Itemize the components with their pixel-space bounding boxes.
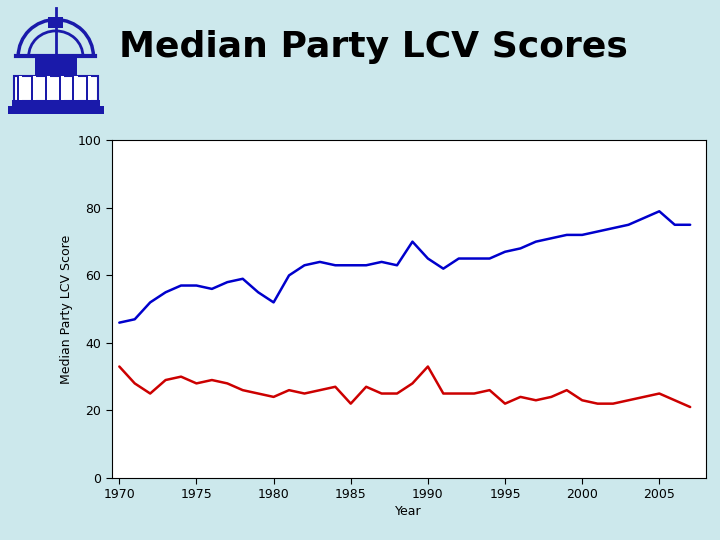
Bar xyxy=(88,76,91,100)
X-axis label: Year: Year xyxy=(395,505,422,518)
Bar xyxy=(47,76,50,100)
Text: Median Party LCV Scores: Median Party LCV Scores xyxy=(119,30,628,64)
Bar xyxy=(58,76,64,100)
Bar xyxy=(35,55,77,76)
Y-axis label: Median Party LCV Score: Median Party LCV Score xyxy=(60,234,73,384)
Bar xyxy=(45,76,50,100)
Bar xyxy=(31,76,36,100)
Bar xyxy=(12,99,99,107)
Bar xyxy=(33,76,36,100)
Bar xyxy=(8,106,104,114)
Bar xyxy=(14,76,98,100)
Bar xyxy=(74,76,78,100)
Bar xyxy=(86,76,91,100)
Bar xyxy=(60,76,64,100)
Bar xyxy=(19,76,22,100)
Bar xyxy=(48,17,63,28)
Bar xyxy=(72,76,78,100)
Bar xyxy=(17,76,22,100)
